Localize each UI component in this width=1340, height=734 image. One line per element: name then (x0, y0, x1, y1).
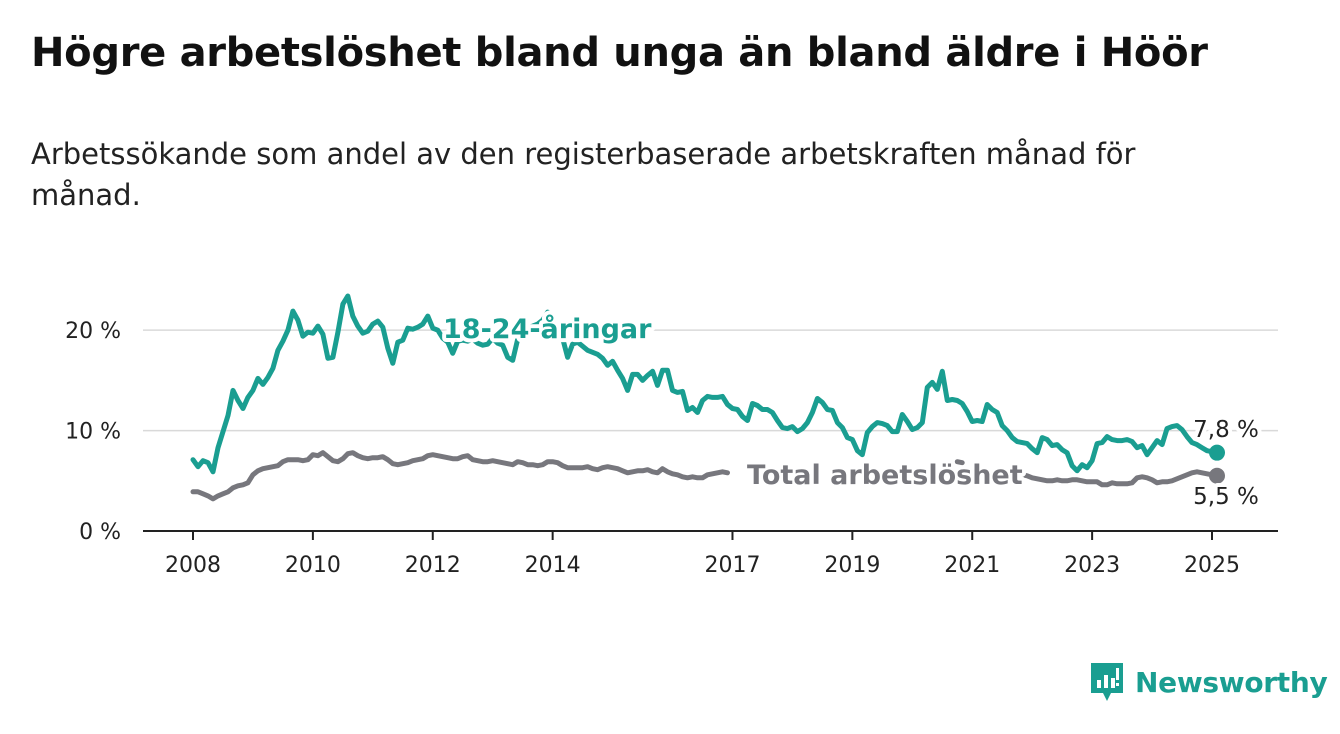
x-tick-label: 2019 (824, 553, 880, 578)
y-tick-label: 0 % (79, 520, 121, 545)
x-axis-ticks: 2008 2010 2012 2014 2017 2019 2021 2023 2025 (165, 531, 1240, 578)
chart-title: Högre arbetslöshet bland unga än bland ä… (31, 30, 1208, 76)
chart-subtitle: Arbetssökande som andel av den registerb… (31, 137, 1136, 212)
series-line (190, 450, 1220, 502)
x-tick-label: 2012 (405, 553, 461, 578)
x-tick-label: 2010 (285, 553, 341, 578)
end-point-marker (1209, 444, 1226, 461)
y-axis-ticks: 0 % 10 % 20 % (65, 319, 121, 545)
x-tick-label: 2021 (944, 553, 1000, 578)
y-tick-label: 20 % (65, 319, 121, 344)
series-labels: 18-24-åringar Total arbetslöshet 7,8 % 5,5 … (439, 309, 1263, 514)
end-point-marker (1209, 467, 1226, 484)
series-line (190, 293, 1220, 475)
y-tick-label: 10 % (65, 420, 121, 445)
end-value-label-total: 5,5 % (1193, 484, 1259, 510)
series-label-total: Total arbetslöshet (747, 460, 1023, 491)
series-lines (190, 293, 1226, 502)
x-tick-label: 2017 (704, 553, 760, 578)
x-tick-label: 2014 (525, 553, 581, 578)
x-tick-label: 2025 (1184, 553, 1240, 578)
series-label-youth: 18-24-åringar (443, 313, 652, 345)
x-tick-label: 2008 (165, 553, 221, 578)
brand-name: Newsworthy (1135, 665, 1328, 699)
end-value-label-youth: 7,8 % (1193, 417, 1259, 443)
newsworthy-brand[interactable]: Newsworthy (1089, 660, 1328, 704)
newsworthy-logo-icon (1091, 663, 1123, 701)
x-tick-label: 2023 (1064, 553, 1120, 578)
gridlines (143, 329, 1278, 532)
